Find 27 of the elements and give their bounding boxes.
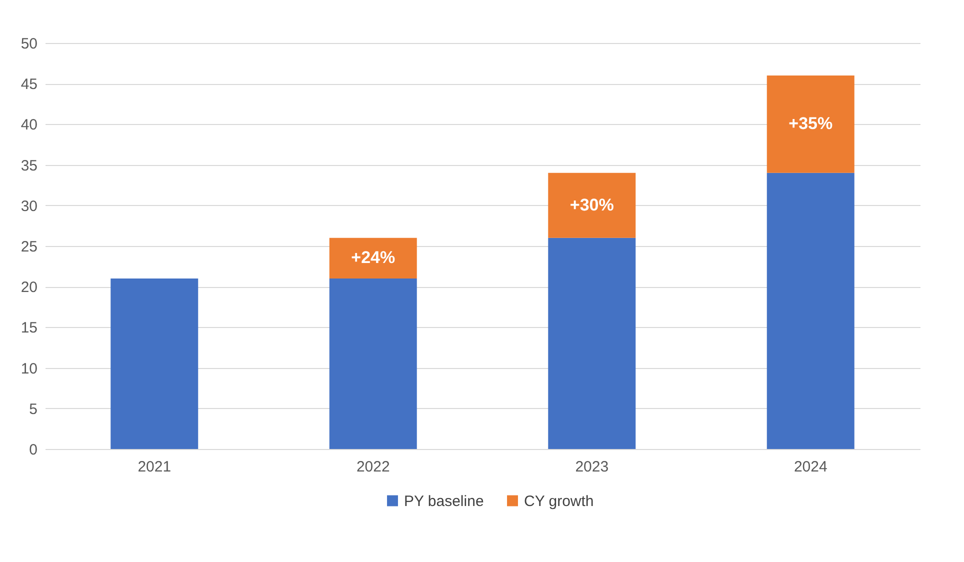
y-tick-label: 15	[20, 320, 38, 337]
x-tick-label: 2022	[356, 458, 390, 476]
annotation: +30%	[570, 195, 614, 214]
y-tick-label: 0	[29, 442, 38, 458]
y-tick-label: 50	[20, 36, 38, 52]
bar	[766, 172, 854, 449]
bar	[548, 238, 636, 449]
y-tick-label: 20	[20, 279, 38, 296]
bar	[548, 172, 636, 238]
y-tick-label: 45	[20, 76, 38, 94]
x-tick-label: 2023	[575, 458, 609, 476]
bar	[329, 278, 417, 449]
legend-label: PY baseline	[404, 492, 484, 510]
legend-label: CY growth	[524, 492, 594, 510]
bar	[329, 238, 417, 278]
y-tick-label: 25	[20, 238, 38, 256]
y-tick-label: 30	[20, 198, 38, 215]
bar	[766, 75, 854, 173]
annotation: +24%	[351, 248, 396, 268]
y-tick-label: 40	[20, 116, 38, 134]
y-tick-label: 10	[20, 360, 38, 378]
x-tick-label: 2021	[138, 458, 172, 476]
y-tick-label: 35	[20, 157, 38, 174]
annotation: +35%	[788, 114, 833, 134]
y-tick-label: 5	[29, 400, 38, 418]
bar	[110, 278, 198, 449]
x-tick-label: 2024	[794, 458, 828, 476]
